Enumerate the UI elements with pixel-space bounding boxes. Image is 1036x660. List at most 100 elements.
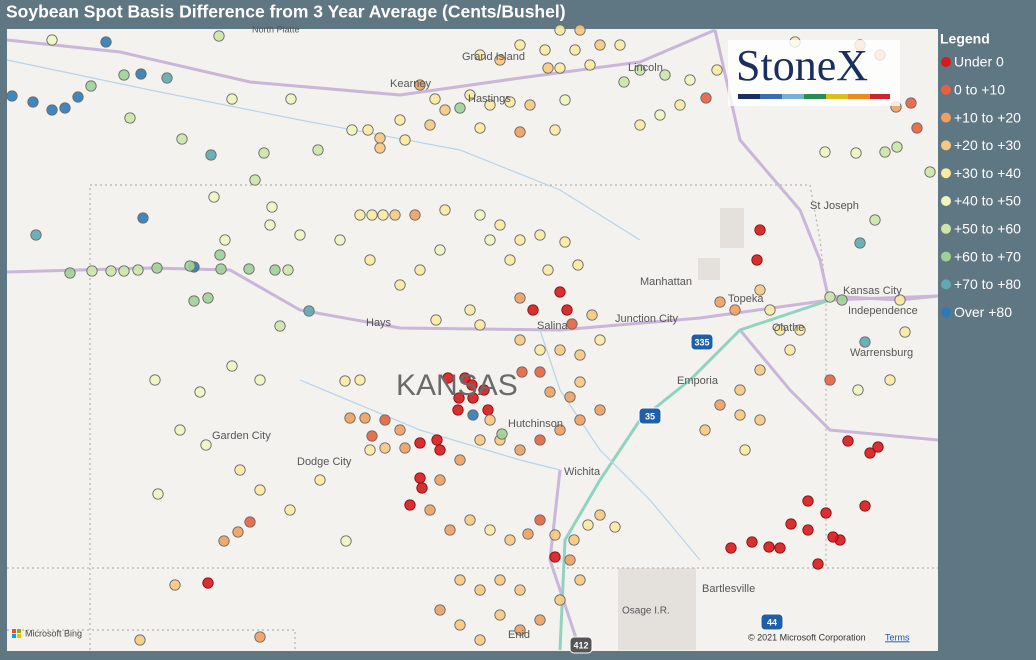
location-dot[interactable]	[430, 314, 442, 326]
location-dot[interactable]	[424, 119, 436, 131]
location-dot[interactable]	[379, 442, 391, 454]
location-dot[interactable]	[911, 122, 923, 134]
location-dot[interactable]	[467, 409, 479, 421]
location-dot[interactable]	[484, 99, 496, 111]
location-dot[interactable]	[362, 124, 374, 136]
location-dot[interactable]	[574, 414, 586, 426]
location-dot[interactable]	[161, 72, 173, 84]
location-dot[interactable]	[424, 504, 436, 516]
location-dot[interactable]	[700, 92, 712, 104]
location-dot[interactable]	[274, 320, 286, 332]
location-dot[interactable]	[439, 204, 451, 216]
location-dot[interactable]	[534, 344, 546, 356]
location-dot[interactable]	[559, 236, 571, 248]
location-dot[interactable]	[534, 434, 546, 446]
location-dot[interactable]	[30, 229, 42, 241]
location-dot[interactable]	[364, 254, 376, 266]
location-dot[interactable]	[516, 366, 528, 378]
location-dot[interactable]	[266, 201, 278, 213]
location-dot[interactable]	[366, 430, 378, 442]
location-dot[interactable]	[243, 263, 255, 275]
location-dot[interactable]	[514, 39, 526, 51]
location-dot[interactable]	[522, 528, 534, 540]
location-dot[interactable]	[734, 409, 746, 421]
location-dot[interactable]	[149, 374, 161, 386]
location-dot[interactable]	[584, 59, 596, 71]
location-dot[interactable]	[711, 64, 723, 76]
location-dot[interactable]	[684, 74, 696, 86]
location-dot[interactable]	[764, 304, 776, 316]
location-dot[interactable]	[674, 99, 686, 111]
location-dot[interactable]	[504, 254, 516, 266]
location-dot[interactable]	[714, 399, 726, 411]
location-dot[interactable]	[474, 122, 486, 134]
location-dot[interactable]	[399, 442, 411, 454]
location-dot[interactable]	[899, 326, 911, 338]
location-dot[interactable]	[734, 384, 746, 396]
location-dot[interactable]	[484, 414, 496, 426]
location-dot[interactable]	[594, 509, 606, 521]
location-dot[interactable]	[135, 68, 147, 80]
location-dot[interactable]	[574, 24, 586, 36]
location-dot[interactable]	[137, 212, 149, 224]
location-dot[interactable]	[714, 296, 726, 308]
location-dot[interactable]	[188, 295, 200, 307]
location-dot[interactable]	[312, 144, 324, 156]
location-dot[interactable]	[842, 435, 854, 447]
location-dot[interactable]	[434, 604, 446, 616]
location-dot[interactable]	[264, 219, 276, 231]
location-dot[interactable]	[785, 518, 797, 530]
location-dot[interactable]	[561, 304, 573, 316]
location-dot[interactable]	[894, 294, 906, 306]
location-dot[interactable]	[254, 631, 266, 643]
location-dot[interactable]	[118, 265, 130, 277]
location-dot[interactable]	[924, 166, 936, 178]
location-dot[interactable]	[634, 119, 646, 131]
location-dot[interactable]	[226, 360, 238, 372]
location-dot[interactable]	[754, 224, 766, 236]
location-dot[interactable]	[284, 504, 296, 516]
location-dot[interactable]	[434, 244, 446, 256]
location-dot[interactable]	[254, 484, 266, 496]
location-dot[interactable]	[366, 209, 378, 221]
location-dot[interactable]	[394, 424, 406, 436]
location-dot[interactable]	[802, 495, 814, 507]
location-dot[interactable]	[754, 414, 766, 426]
location-dot[interactable]	[859, 500, 871, 512]
location-dot[interactable]	[444, 524, 456, 536]
location-dot[interactable]	[176, 133, 188, 145]
location-dot[interactable]	[434, 444, 446, 456]
location-dot[interactable]	[574, 574, 586, 586]
location-dot[interactable]	[905, 97, 917, 109]
location-dot[interactable]	[554, 24, 566, 36]
location-dot[interactable]	[339, 375, 351, 387]
location-dot[interactable]	[614, 39, 626, 51]
location-dot[interactable]	[6, 90, 18, 102]
location-dot[interactable]	[208, 191, 220, 203]
location-dot[interactable]	[482, 404, 494, 416]
location-dot[interactable]	[754, 364, 766, 376]
location-dot[interactable]	[414, 472, 426, 484]
location-dot[interactable]	[854, 237, 866, 249]
location-dot[interactable]	[414, 79, 426, 91]
location-dot[interactable]	[442, 372, 454, 384]
location-dot[interactable]	[429, 93, 441, 105]
location-dot[interactable]	[118, 69, 130, 81]
location-dot[interactable]	[824, 374, 836, 386]
location-dot[interactable]	[539, 44, 551, 56]
location-dot[interactable]	[202, 577, 214, 589]
location-dot[interactable]	[184, 260, 196, 272]
location-dot[interactable]	[504, 96, 516, 108]
location-dot[interactable]	[514, 584, 526, 596]
location-dot[interactable]	[213, 30, 225, 42]
location-dot[interactable]	[218, 535, 230, 547]
location-dot[interactable]	[496, 428, 508, 440]
location-dot[interactable]	[534, 614, 546, 626]
location-dot[interactable]	[194, 386, 206, 398]
location-dot[interactable]	[812, 558, 824, 570]
location-dot[interactable]	[359, 412, 371, 424]
location-dot[interactable]	[554, 594, 566, 606]
location-dot[interactable]	[534, 366, 546, 378]
location-dot[interactable]	[554, 62, 566, 74]
location-dot[interactable]	[514, 444, 526, 456]
